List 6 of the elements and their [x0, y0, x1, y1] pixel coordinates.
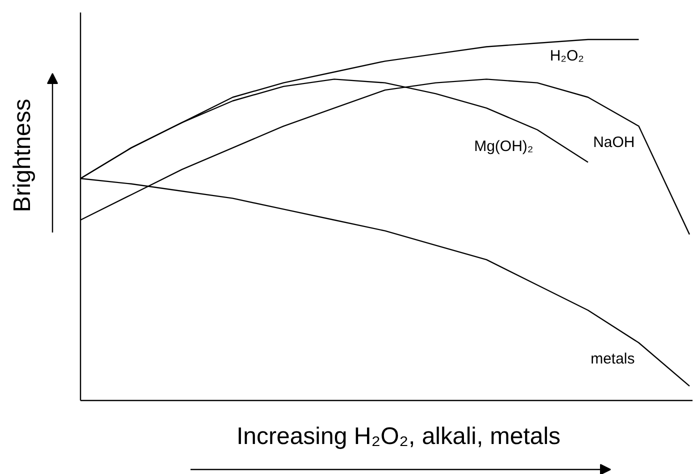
series-label: metals [590, 350, 635, 368]
series-label: Mg(OH)₂ [474, 138, 534, 155]
series-label: H₂O₂ [550, 48, 584, 64]
x-axis-title: Increasing H₂O₂, alkali, metals [236, 423, 561, 450]
y-axis-title: Brightness [9, 98, 36, 212]
series-label: NaOH [593, 134, 635, 152]
